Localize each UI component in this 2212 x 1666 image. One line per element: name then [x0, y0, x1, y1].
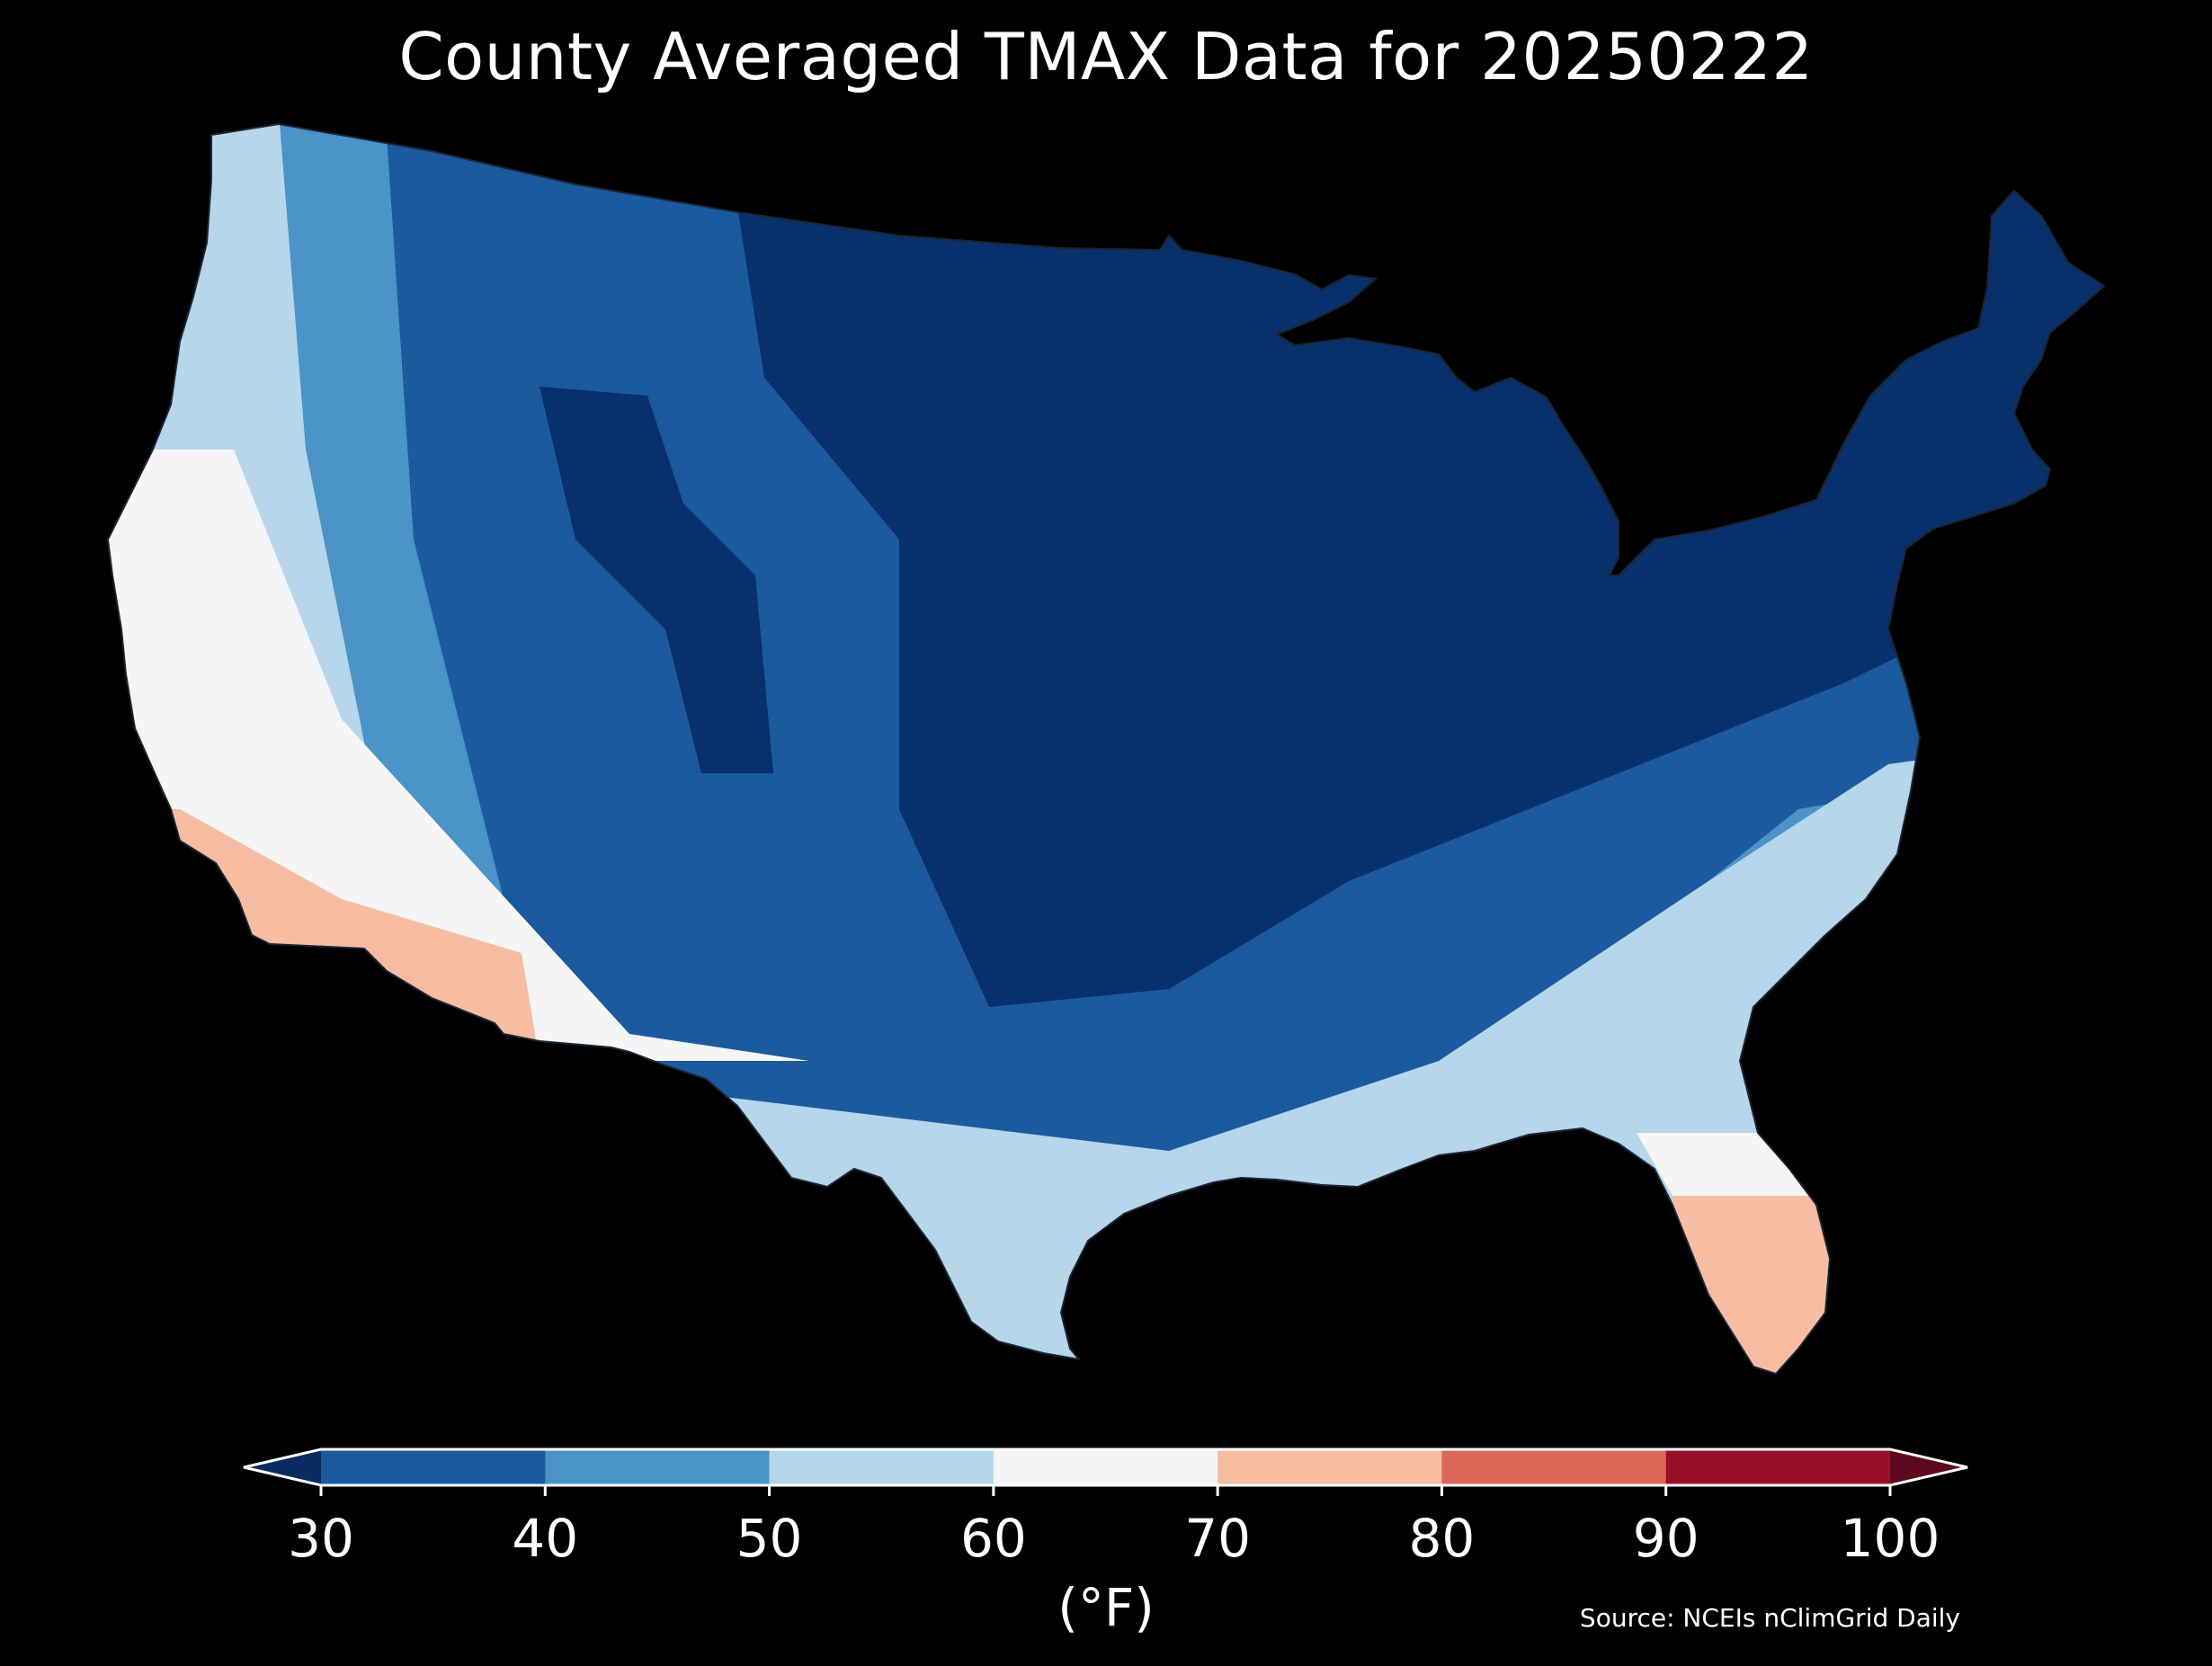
- colorbar-bin-30-40: [321, 1449, 546, 1485]
- colorbar-tick-label: 90: [1632, 1508, 1699, 1569]
- colorbar-units-label: (°F): [1057, 1577, 1155, 1638]
- colorbar-bin-60-70: [993, 1449, 1218, 1485]
- colorbar-over-arrow: [1890, 1449, 1967, 1485]
- temp-region-neutral-florida: [1637, 1133, 1843, 1196]
- temp-region-rockies: [540, 387, 773, 773]
- colorbar-tick-label: 80: [1408, 1508, 1476, 1569]
- colorbar: [243, 1448, 1968, 1496]
- colorbar-tick-label: 100: [1840, 1508, 1940, 1569]
- colorbar-bin-40-50: [545, 1449, 771, 1485]
- colorbar-tick-label: 70: [1184, 1508, 1252, 1569]
- colorbar-tick-label: 30: [288, 1508, 354, 1569]
- colorbar-bin-80-90: [1441, 1449, 1667, 1485]
- map-title: County Averaged TMAX Data for 20250222: [398, 19, 1814, 94]
- colorbar-under-arrow: [244, 1449, 321, 1485]
- colorbar-bin-70-80: [1217, 1449, 1442, 1485]
- colorbar-tick-label: 50: [736, 1508, 803, 1569]
- colorbar-bin-90-100: [1665, 1449, 1891, 1485]
- source-credit: Source: NCEIs nClimGrid Daily: [1579, 1603, 1960, 1633]
- temp-region-warm-florida: [1672, 1196, 1888, 1374]
- colorbar-bin-50-60: [769, 1449, 995, 1485]
- colorbar-tick-label: 60: [959, 1508, 1027, 1569]
- colorbar-tick-label: 40: [512, 1508, 579, 1569]
